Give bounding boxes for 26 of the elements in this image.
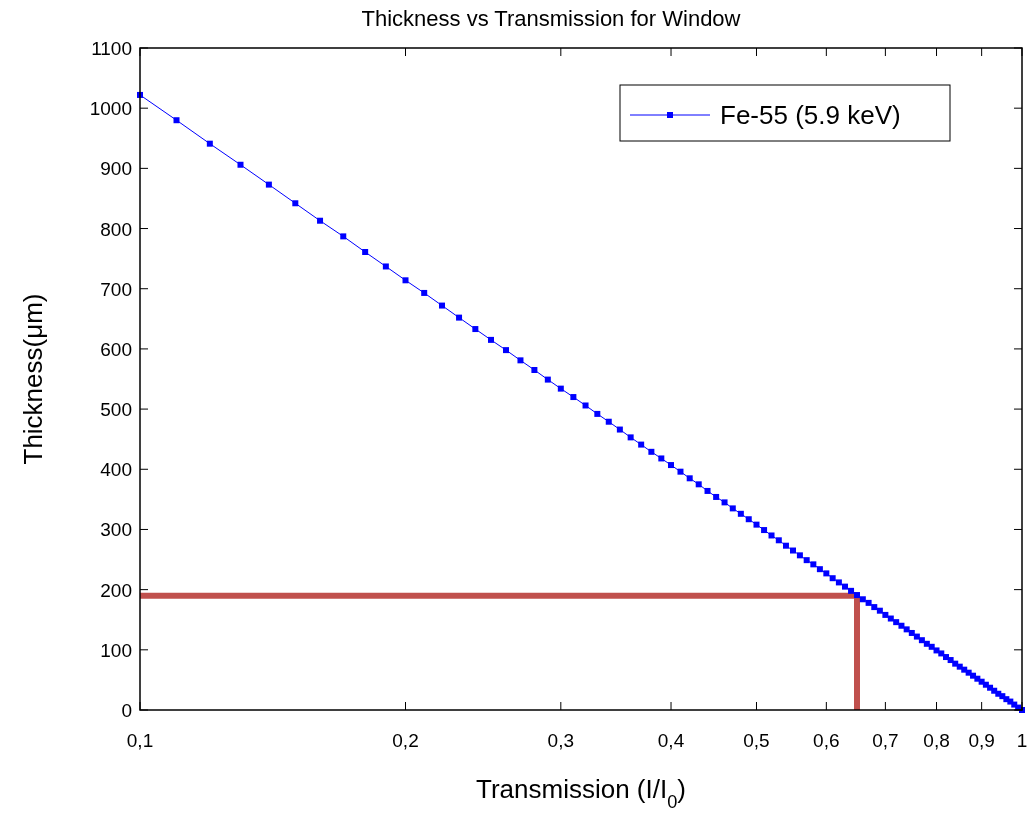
x-tick-label: 0,3 (547, 730, 575, 751)
y-tick-label: 1100 (91, 38, 132, 59)
y-tick-label: 0 (121, 700, 132, 721)
y-tick-label: 400 (100, 459, 132, 481)
y-tick-label: 900 (100, 158, 132, 180)
x-tick-label: 0,6 (813, 730, 840, 751)
y-tick-label: 700 (100, 278, 132, 300)
y-tick-label: 500 (100, 399, 132, 421)
chart-title: Thickness vs Transmission for Window (361, 6, 741, 31)
x-tick-label: 0,2 (392, 730, 419, 751)
y-tick-label: 1000 (89, 98, 132, 120)
x-tick-label: 0,8 (923, 730, 950, 751)
x-tick-label: 0,1 (126, 730, 154, 751)
legend-label: Fe-55 (5.9 keV) (720, 100, 901, 130)
y-tick-label: 300 (100, 519, 132, 541)
x-tick-label: 0,9 (968, 730, 995, 751)
y-tick-label: 800 (100, 218, 132, 240)
y-tick-label: 200 (100, 579, 132, 601)
y-tick-label: 100 (100, 639, 132, 661)
x-tick-label: 0,4 (657, 730, 685, 751)
y-axis-title: Thickness(μm) (18, 293, 48, 465)
y-tick-label: 600 (100, 338, 132, 360)
x-tick-label: 0,7 (872, 730, 899, 751)
x-tick-label: 1 (1016, 730, 1027, 751)
x-axis-title: Transmission (I/I$_{0}$) (476, 774, 686, 812)
x-tick-label: 0,5 (743, 730, 770, 751)
